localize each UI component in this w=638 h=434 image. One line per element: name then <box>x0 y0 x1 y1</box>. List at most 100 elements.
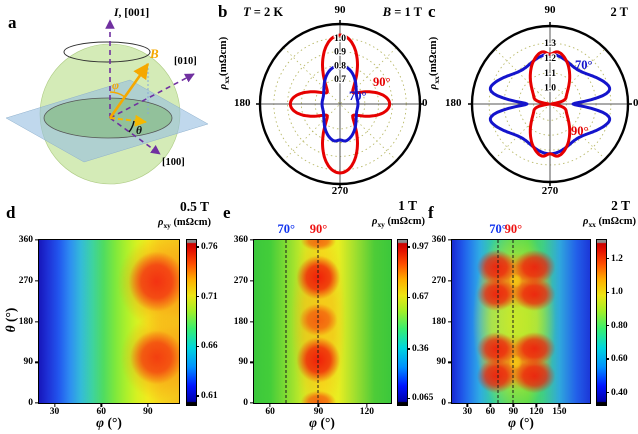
panel-letter-f: f <box>428 203 434 222</box>
colorbar-tick-mark <box>606 324 609 327</box>
x-tick-label: 150 <box>552 407 567 417</box>
y-tick-label: 270 <box>431 275 446 286</box>
panel-b-polar-1T: 0.7 0.8 0.9 1.0 b T = 2 K B = 1 T ρxx(mΩcm)… <box>213 0 428 197</box>
colorbar-tick-mark <box>196 395 199 397</box>
x-tick-mark <box>317 403 320 407</box>
radial-tick-label: 0.7 <box>334 75 346 85</box>
guide-label-90°: 90° <box>309 222 328 236</box>
angle-tick-0: 0 <box>633 97 638 109</box>
y-tick-mark <box>250 402 254 404</box>
panel-letter-d: d <box>6 203 16 222</box>
colorbar-tick-mark <box>606 291 609 293</box>
panel-letter-b: b <box>218 2 228 21</box>
phi-label: φ <box>112 78 119 92</box>
field-title: 0.5 T <box>179 199 209 214</box>
heatmap-canvas <box>39 240 179 403</box>
y-tick-label: 180 <box>233 316 248 327</box>
field-title: 1 T <box>398 198 417 213</box>
x-tick-mark <box>366 403 368 407</box>
axis-100-line <box>109 117 161 155</box>
panel-c-polar-2T: 1.0 1.1 1.2 1.3 c 2 T ρxx(mΩcm) 90 0 180 27… <box>425 0 638 197</box>
curve-label-90deg: 90° <box>571 124 589 138</box>
sample-plane <box>5 79 209 163</box>
curve-label-70deg: 70° <box>575 58 593 72</box>
colorbar <box>186 239 197 406</box>
colorbar-tick-label: 0.36 <box>412 344 429 355</box>
x-tick-mark <box>53 403 56 407</box>
radial-tick-label: 0.9 <box>334 48 346 58</box>
panel-e-heatmap-1T: e 1 T ρxy (mΩcm) 60 90 120 0 90 180 270 360 70° 9… <box>215 196 433 434</box>
dashed-guide-line-70° <box>285 240 287 403</box>
b-field-arrow <box>108 62 150 119</box>
panel-f-heatmap-2T: f 2 T ρxx (mΩcm) 30 60 90 120 150 0 90 180 270 36… <box>425 196 638 434</box>
x-tick-mark <box>558 403 560 407</box>
y-tick-mark <box>448 361 452 363</box>
axis-100-label: [100] <box>162 157 185 168</box>
dashed-guide-line-90° <box>317 240 319 403</box>
colorbar-tick-label: 0.66 <box>201 341 218 352</box>
colorbar-tick-label: 0.60 <box>611 354 628 365</box>
heatmap-plot-e: 60 90 120 0 90 180 270 360 70° 90° <box>234 222 392 417</box>
x-tick-label: 90 <box>313 407 324 417</box>
y-tick-mark <box>35 402 39 404</box>
y-tick-label: 360 <box>18 235 33 245</box>
x-tick-mark <box>489 403 491 407</box>
inplane-projection-arrow <box>109 114 147 127</box>
y-tick-label: 90 <box>23 357 34 368</box>
y-tick-mark <box>35 280 39 282</box>
colorbar-label: ρxx (mΩcm) <box>583 216 636 230</box>
angle-tick-270: 270 <box>331 185 349 197</box>
dashed-guide-line-90° <box>512 240 514 403</box>
field-label: 2 T <box>610 5 629 19</box>
guide-label-70°: 70° <box>489 222 507 236</box>
y-tick-mark <box>250 239 254 241</box>
x-axis-label: φ (°) <box>508 415 534 430</box>
x-tick-mark <box>147 403 149 407</box>
x-tick-label: 30 <box>462 407 473 417</box>
x-axis-label: φ (°) <box>96 415 122 430</box>
x-axis-label: φ (°) <box>309 415 335 430</box>
b-field-label: B <box>149 46 159 61</box>
guide-label-90°: 90° <box>504 222 523 236</box>
colorbar-tick-label: 0.97 <box>412 242 429 253</box>
y-tick-label: 360 <box>431 235 446 245</box>
x-tick-label: 60 <box>485 407 496 417</box>
radial-tick-label: 0.8 <box>334 61 346 71</box>
temperature-label: T = 2 K <box>243 5 284 19</box>
radial-tick-label: 1.0 <box>544 84 556 94</box>
radial-axis-label: ρxx(mΩcm) <box>216 36 232 90</box>
y-tick-label: 90 <box>238 357 249 368</box>
y-tick-label: 180 <box>431 316 446 327</box>
radial-tick-label: 1.2 <box>544 54 556 64</box>
y-tick-label: 0 <box>441 398 446 408</box>
colorbar <box>397 239 408 406</box>
y-tick-label: 0 <box>28 398 33 408</box>
field-title: 2 T <box>611 198 630 213</box>
colorbar-tick-mark <box>196 246 199 248</box>
y-tick-mark <box>448 320 452 323</box>
colorbar-tick-mark <box>606 391 609 394</box>
colorbar-tick-label: 0.71 <box>201 291 218 302</box>
guide-label-70°: 70° <box>277 222 295 236</box>
colorbar-tick-mark <box>196 345 199 348</box>
colorbar-tick-label: 0.80 <box>611 320 628 331</box>
curve-label-90deg: 90° <box>373 75 391 89</box>
theta-angle-arc <box>128 120 135 133</box>
y-tick-mark <box>250 280 254 282</box>
angle-tick-270: 270 <box>541 185 559 197</box>
y-tick-mark <box>250 361 254 363</box>
radial-tick-label: 1.0 <box>334 34 346 44</box>
polar-curve-70° <box>488 52 612 156</box>
field-label: B = 1 T <box>382 5 422 19</box>
y-tick-mark <box>448 402 452 404</box>
colorbar <box>596 239 607 406</box>
theta-label: θ <box>136 125 142 137</box>
panel-letter-c: c <box>428 2 436 21</box>
colorbar-tick-mark <box>196 295 199 298</box>
angle-tick-90: 90 <box>544 4 556 16</box>
y-tick-mark <box>35 320 39 323</box>
phi-angle-arc <box>109 91 126 98</box>
y-tick-label: 360 <box>233 235 248 245</box>
polar-curve-70° <box>320 65 360 143</box>
y-tick-label: 270 <box>18 275 33 286</box>
